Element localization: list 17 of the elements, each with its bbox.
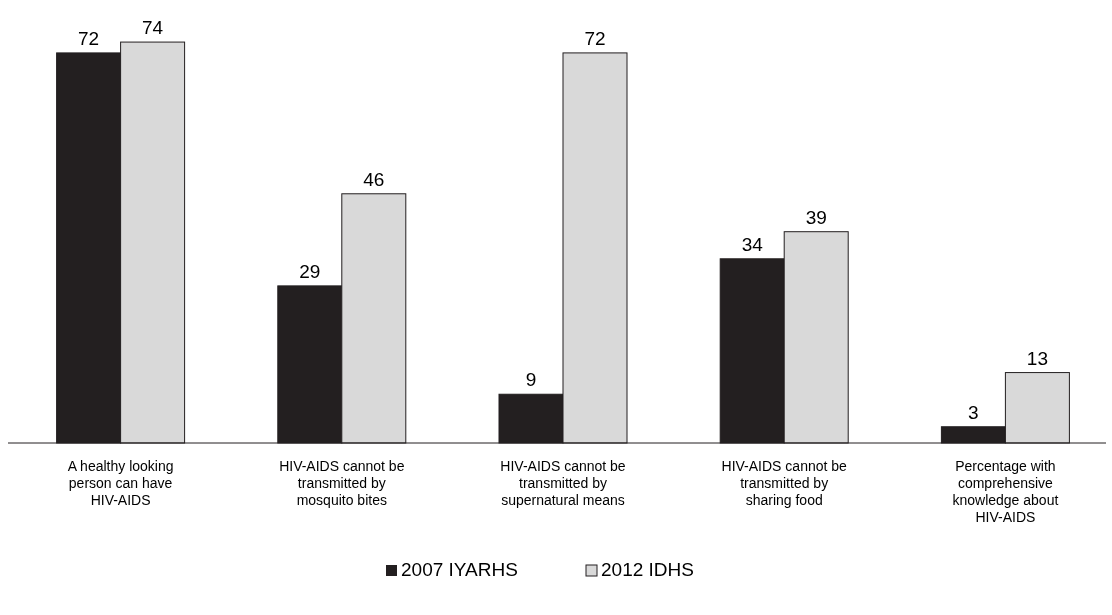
data-label: 46 <box>363 168 385 190</box>
x-tick-label: A healthy looking person can have HIV-AIDS <box>67 458 174 508</box>
legend-label: 2007 IYARHS <box>401 559 518 580</box>
data-label: 13 <box>1026 347 1048 369</box>
legend-label: 2012 IDHS <box>601 559 694 580</box>
x-tick-label: HIV-AIDS cannot be transmitted by mosquito bites <box>279 458 405 508</box>
data-label: 72 <box>584 27 606 49</box>
data-label: 9 <box>525 369 537 391</box>
data-label: 39 <box>805 206 827 228</box>
data-label: 72 <box>78 27 100 49</box>
data-label: 3 <box>968 401 979 423</box>
x-tick-label: HIV-AIDS cannot be transmitted by supernatural means <box>500 458 626 508</box>
data-label: 29 <box>299 260 321 282</box>
data-label: 34 <box>741 233 764 255</box>
data-label: 74 <box>142 17 164 39</box>
x-tick-label: HIV-AIDS cannot be transmitted by sharing food <box>721 458 848 508</box>
x-tick-label: Percentage with comprehensive knowledge about HIV-AIDS <box>952 458 1059 525</box>
